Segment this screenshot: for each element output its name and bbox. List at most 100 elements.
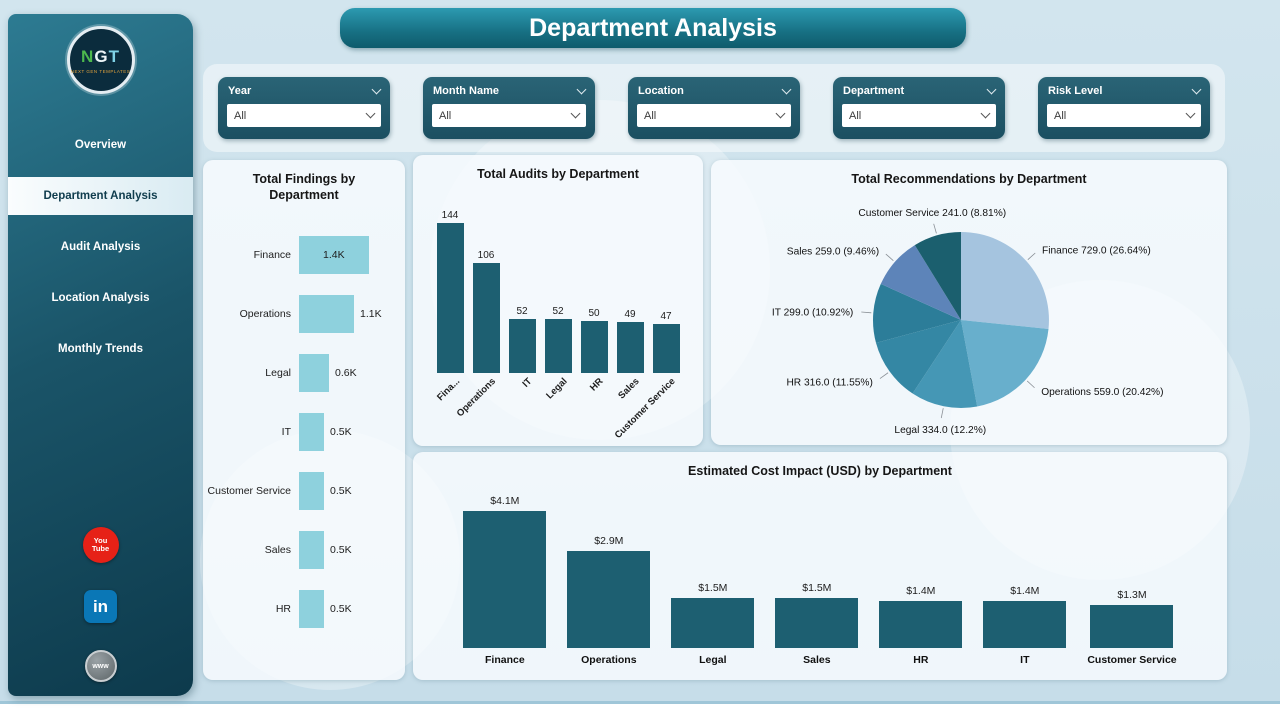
pie-label: IT 299.0 (10.92%) — [772, 308, 853, 319]
audits-value-label: 50 — [588, 308, 600, 319]
cost-bar[interactable] — [671, 598, 755, 648]
sidebar-item-label: Location Analysis — [51, 292, 150, 304]
findings-bar-track: 1.4K — [299, 235, 405, 274]
findings-bar[interactable] — [299, 235, 369, 274]
sidebar-item-audit-analysis[interactable]: Audit Analysis — [8, 228, 193, 266]
cost-bar[interactable] — [1090, 605, 1174, 648]
sidebar-item-label: Audit Analysis — [60, 241, 141, 253]
audits-bar[interactable] — [436, 223, 464, 373]
findings-category-label: Sales — [264, 543, 291, 556]
website-globe-icon[interactable]: www — [84, 650, 117, 682]
audits-value-label: 52 — [516, 306, 528, 317]
filter-department-select[interactable]: All — [842, 104, 996, 127]
chevron-down-icon — [986, 84, 997, 94]
audits-bar[interactable] — [580, 321, 608, 373]
findings-bar[interactable] — [299, 294, 354, 333]
ngt-logo: NGT NEXT GEN TEMPLATES — [66, 26, 135, 94]
pie-slice-legal[interactable] — [912, 320, 978, 409]
findings-row: Sales 0.5K — [203, 520, 405, 579]
cost-bar[interactable] — [775, 598, 859, 648]
audits-bar-column: 144 — [436, 210, 464, 373]
cost-category-label: Customer Service — [1087, 654, 1177, 666]
audits-bar[interactable] — [616, 322, 644, 373]
filter-month-select[interactable]: All — [432, 104, 586, 127]
youtube-label: Tube — [91, 544, 110, 553]
cost-bar-column: $1.4M IT — [983, 585, 1067, 666]
sidebar-nav: Overview Department Analysis Audit Analy… — [8, 126, 193, 368]
filter-department: Department All — [833, 77, 1005, 139]
cost-bar-column: $1.4M HR — [879, 585, 963, 666]
pie-slice-customer-service[interactable] — [914, 232, 961, 320]
audits-bar[interactable] — [544, 319, 572, 373]
pie-label: Sales 259.0 (9.46%) — [787, 247, 879, 258]
audits-bar[interactable] — [472, 263, 500, 373]
filter-location-select[interactable]: All — [637, 104, 791, 127]
cost-value-label: $1.5M — [802, 582, 832, 594]
cost-bar-column: $2.9M Operations — [567, 535, 651, 666]
cost-bar[interactable] — [879, 601, 963, 648]
linkedin-icon[interactable]: in — [84, 590, 117, 623]
audits-bar-column: 52 — [508, 306, 536, 373]
pie-slice-sales[interactable] — [880, 245, 961, 320]
chevron-down-icon — [576, 84, 587, 94]
pie-slice-finance[interactable] — [961, 232, 1049, 329]
pie-leader-line — [1027, 252, 1036, 261]
audits-category-label: Fina... — [434, 376, 462, 404]
findings-category-label: IT — [281, 425, 291, 438]
filter-value: All — [1054, 109, 1067, 122]
pie-leader-line — [1026, 380, 1035, 389]
filter-label: Risk Level — [1048, 85, 1103, 97]
sidebar-item-location-analysis[interactable]: Location Analysis — [8, 279, 193, 317]
filter-risk-select[interactable]: All — [1047, 104, 1201, 127]
linkedin-label: in — [92, 596, 109, 616]
audits-bar-chart: 144 106 52 52 50 49 47 — [413, 198, 703, 373]
pie-slice-hr[interactable] — [876, 320, 961, 394]
cost-bar-chart: $4.1M Finance $2.9M Operations $1.5M Legal $1.… — [413, 481, 1227, 666]
findings-value-label: 0.5K — [330, 602, 352, 615]
audits-bar-column: 49 — [616, 309, 644, 373]
filter-month-name: Month Name All — [423, 77, 595, 139]
chevron-down-icon — [1191, 84, 1202, 94]
filter-value: All — [234, 109, 247, 122]
findings-category-label: Finance — [253, 248, 291, 261]
filter-header[interactable]: Year — [227, 84, 382, 97]
cost-value-label: $4.1M — [490, 495, 520, 507]
filter-header[interactable]: Location — [637, 84, 792, 97]
audits-value-label: 49 — [624, 309, 636, 320]
findings-category-label: Operations — [239, 307, 291, 320]
cost-bar[interactable] — [463, 511, 547, 648]
filter-year-select[interactable]: All — [227, 104, 381, 127]
website-label: www — [92, 662, 109, 670]
youtube-label: You — [93, 536, 108, 545]
findings-bar[interactable] — [299, 589, 324, 628]
findings-bar[interactable] — [299, 471, 324, 510]
pie-slice-it[interactable] — [873, 283, 961, 343]
findings-bar-track: 0.5K — [299, 589, 405, 628]
audits-bar[interactable] — [652, 324, 680, 373]
cost-bar[interactable] — [567, 551, 651, 648]
youtube-icon[interactable]: You Tube — [82, 527, 119, 563]
filter-header[interactable]: Month Name — [432, 84, 587, 97]
cost-bar[interactable] — [983, 601, 1067, 648]
audits-bar[interactable] — [508, 319, 536, 373]
sidebar-item-monthly-trends[interactable]: Monthly Trends — [8, 330, 193, 368]
sidebar-item-overview[interactable]: Overview — [8, 126, 193, 164]
cost-category-label: Finance — [485, 654, 525, 666]
chevron-down-icon — [1185, 108, 1196, 119]
findings-bar[interactable] — [299, 412, 324, 451]
sidebar-item-department-analysis[interactable]: Department Analysis — [8, 177, 193, 215]
filter-header[interactable]: Risk Level — [1047, 84, 1202, 97]
filter-header[interactable]: Department — [842, 84, 997, 97]
findings-category-label: Customer Service — [207, 484, 291, 497]
chevron-down-icon — [980, 108, 991, 119]
logo-subtext: NEXT GEN TEMPLATES — [70, 68, 131, 74]
cost-category-label: HR — [913, 654, 929, 666]
chevron-down-icon — [781, 84, 792, 94]
cost-bar-column: $1.5M Legal — [671, 582, 755, 666]
findings-bar[interactable] — [299, 530, 324, 569]
cost-value-label: $2.9M — [594, 535, 624, 547]
chevron-down-icon — [371, 84, 382, 94]
pie-slice-operations[interactable] — [961, 320, 1049, 407]
sidebar-item-label: Monthly Trends — [58, 343, 143, 355]
findings-bar[interactable] — [299, 353, 329, 392]
